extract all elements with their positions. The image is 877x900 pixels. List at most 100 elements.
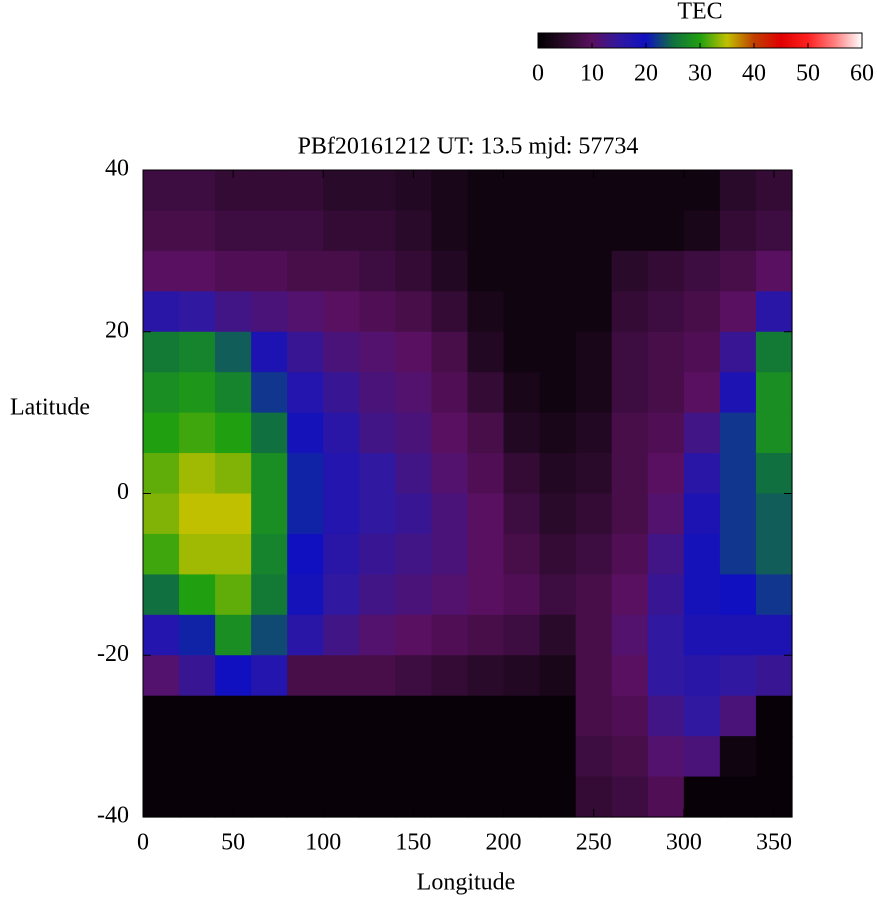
heat-cell	[323, 614, 360, 656]
heat-cell	[251, 250, 288, 292]
heat-cell	[251, 170, 288, 212]
heat-cell	[287, 210, 324, 252]
heat-cell	[755, 210, 793, 252]
heat-cell	[755, 695, 793, 737]
heat-cell	[143, 736, 180, 778]
heat-cell	[323, 453, 360, 495]
heat-cell	[287, 331, 324, 373]
heat-cell	[467, 655, 505, 697]
heat-cell	[395, 453, 433, 495]
heat-cell	[179, 695, 216, 737]
heat-cell	[539, 614, 577, 656]
heat-cell	[287, 736, 324, 778]
heat-cell	[611, 453, 649, 495]
heat-cell	[467, 291, 505, 333]
heat-cell	[719, 412, 757, 454]
heat-cell	[647, 291, 685, 333]
heat-cell	[467, 210, 505, 252]
heat-cell	[179, 453, 216, 495]
heat-cell	[647, 170, 685, 212]
heat-cell	[503, 533, 541, 575]
heat-cell	[287, 776, 324, 818]
heat-cell	[179, 250, 216, 292]
heat-cell	[611, 331, 649, 373]
heat-cell	[215, 291, 252, 333]
heat-cell	[251, 695, 288, 737]
heat-cell	[323, 331, 360, 373]
heat-cell	[323, 655, 360, 697]
heat-cell	[539, 574, 577, 616]
heat-cell	[683, 412, 721, 454]
heat-cell	[395, 736, 433, 778]
heat-cell	[143, 574, 180, 616]
heat-cell	[431, 331, 469, 373]
heat-cell	[467, 372, 505, 414]
heat-cell	[431, 655, 469, 697]
heat-cell	[143, 170, 180, 212]
heat-cell	[719, 533, 757, 575]
heat-cell	[503, 372, 541, 414]
heat-cell	[215, 412, 252, 454]
heat-cell	[215, 331, 252, 373]
heat-cell	[503, 736, 541, 778]
heat-cell	[143, 331, 180, 373]
heat-cell	[215, 533, 252, 575]
heat-cell	[755, 614, 793, 656]
heat-cell	[179, 372, 216, 414]
heat-cell	[611, 574, 649, 616]
heat-cell	[359, 736, 396, 778]
heat-cell	[539, 533, 577, 575]
heat-cell	[647, 210, 685, 252]
heat-cell	[647, 493, 685, 535]
heat-cell	[539, 453, 577, 495]
heat-cell	[755, 533, 793, 575]
heat-cell	[323, 250, 360, 292]
heat-cell	[503, 776, 541, 818]
heat-cell	[251, 453, 288, 495]
heat-cell	[323, 695, 360, 737]
heat-cell	[755, 250, 793, 292]
heat-cell	[287, 412, 324, 454]
x-tick-label: 350	[756, 830, 792, 856]
heat-cell	[611, 250, 649, 292]
heat-cell	[431, 210, 469, 252]
heat-cell	[143, 493, 180, 535]
heat-cell	[395, 614, 433, 656]
heat-cell	[611, 210, 649, 252]
heat-cell	[359, 250, 396, 292]
heat-cell	[719, 372, 757, 414]
heat-cell	[431, 776, 469, 818]
heat-cell	[143, 533, 180, 575]
heat-cell	[179, 331, 216, 373]
heat-cell	[647, 614, 685, 656]
heat-cell	[215, 614, 252, 656]
heat-cell	[683, 736, 721, 778]
heat-cell	[251, 210, 288, 252]
heat-cell	[683, 695, 721, 737]
heat-cell	[503, 412, 541, 454]
heat-cell	[575, 372, 613, 414]
heat-cell	[395, 574, 433, 616]
heat-cell	[575, 655, 613, 697]
heat-cell	[251, 372, 288, 414]
heat-cell	[539, 493, 577, 535]
heat-cell	[323, 291, 360, 333]
heat-cell	[467, 453, 505, 495]
heat-cell	[251, 655, 288, 697]
colorbar-tick-label: 60	[850, 61, 874, 87]
heat-cell	[359, 291, 396, 333]
heat-cell	[215, 736, 252, 778]
heat-cell	[719, 291, 757, 333]
heat-cell	[323, 210, 360, 252]
heat-cell	[719, 614, 757, 656]
heat-cell	[143, 412, 180, 454]
heat-cell	[251, 291, 288, 333]
heat-cell	[395, 493, 433, 535]
y-tick-label: 20	[105, 317, 129, 343]
heat-cell	[251, 574, 288, 616]
heat-cell	[287, 493, 324, 535]
heat-cell	[359, 372, 396, 414]
heat-cell	[395, 250, 433, 292]
heat-cell	[647, 533, 685, 575]
